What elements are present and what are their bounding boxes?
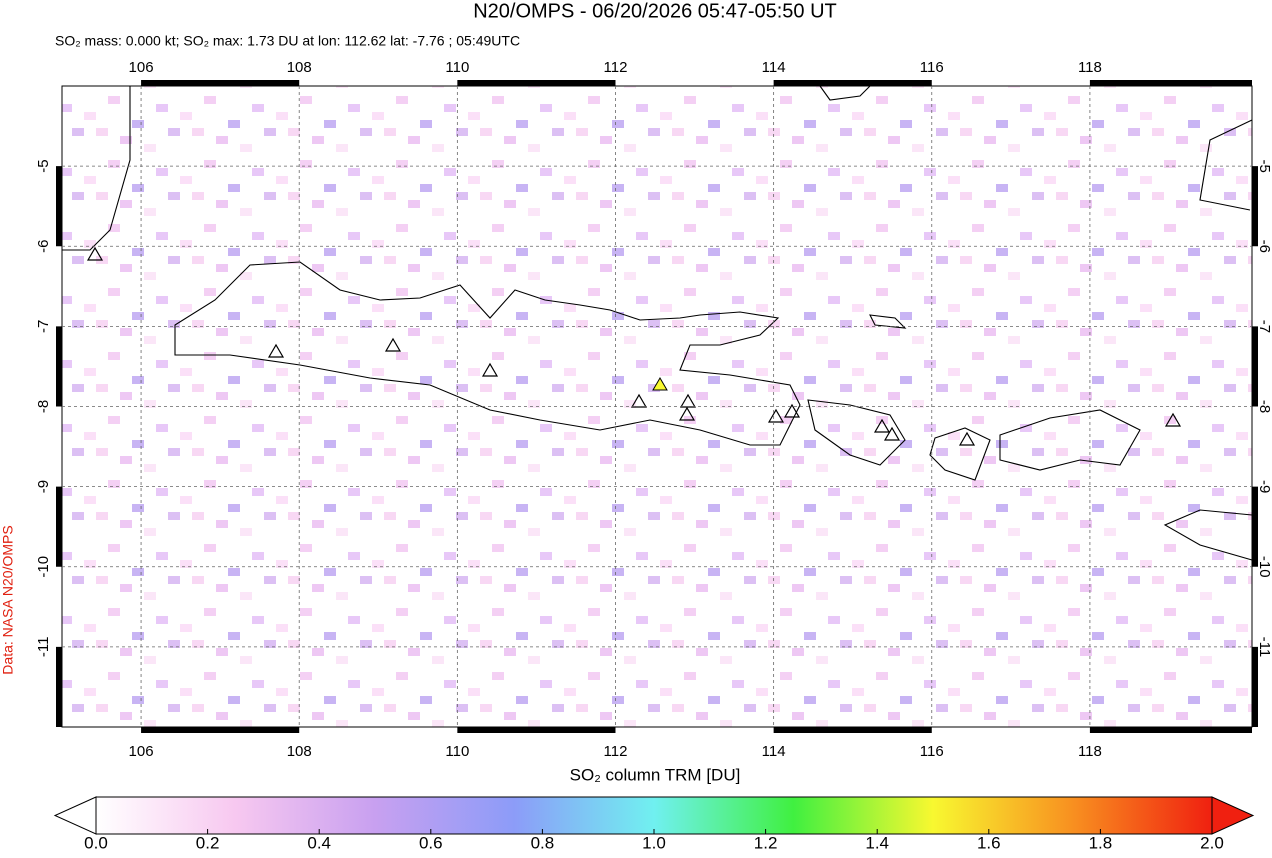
y-tick-label: -6 xyxy=(35,240,52,253)
frame-bar xyxy=(773,727,932,733)
x-tick-label: 112 xyxy=(604,743,628,760)
y-tick-label: -8 xyxy=(35,400,52,413)
y-tick-label: -10 xyxy=(1256,556,1272,578)
x-tick-label: 116 xyxy=(920,59,944,76)
coastline xyxy=(999,409,1141,471)
coastline xyxy=(1163,509,1253,561)
colorbar-tick-label: 1.6 xyxy=(977,833,1001,852)
x-tick-label: 108 xyxy=(287,59,312,76)
frame-bar xyxy=(56,326,62,407)
y-tick-label: -5 xyxy=(1256,159,1272,172)
colorbar-tick-label: 1.8 xyxy=(1089,833,1113,852)
y-tick-label: -9 xyxy=(1256,480,1272,493)
x-tick-label: 108 xyxy=(287,743,312,760)
y-tick-label: -7 xyxy=(35,320,52,333)
y-tick-label: -11 xyxy=(1256,637,1272,658)
colorbar-tick-label: 0.8 xyxy=(531,833,555,852)
coastline xyxy=(1199,119,1253,211)
volcano xyxy=(86,246,1182,446)
x-tick-label: 118 xyxy=(1078,59,1102,76)
y-tick-label: -5 xyxy=(35,159,52,172)
frame-bar xyxy=(1089,80,1252,86)
frame-bar xyxy=(1252,166,1258,247)
colorbar-label: SO₂ column TRM [DU] xyxy=(570,765,741,784)
frame-bar xyxy=(56,166,62,247)
colorbar-tick-label: 1.0 xyxy=(642,833,666,852)
colorbar-bar xyxy=(95,796,1213,835)
frame-bar xyxy=(56,486,62,567)
colorbar-tick-label: 1.4 xyxy=(865,833,889,852)
x-tick-label: 112 xyxy=(604,59,628,76)
y-tick-label: -6 xyxy=(1256,240,1272,253)
frame-bar xyxy=(1252,326,1258,407)
x-tick-label: 114 xyxy=(762,743,786,760)
x-tick-label: 106 xyxy=(129,59,154,76)
colorbar-tick-label: 0.0 xyxy=(84,833,108,852)
frame-bar xyxy=(1252,646,1258,727)
colorbar-tick-label: 1.2 xyxy=(754,833,778,852)
colorbar-tick-label: 2.0 xyxy=(1200,833,1224,852)
colorbar-tick-label: 0.6 xyxy=(419,833,443,852)
frame-bar xyxy=(1089,727,1252,733)
x-tick-label: 106 xyxy=(129,743,154,760)
coastline xyxy=(174,261,801,446)
frame-bar xyxy=(141,80,300,86)
frame-bar xyxy=(1252,486,1258,567)
frame-bar xyxy=(773,80,932,86)
x-tick-label: 110 xyxy=(445,59,469,76)
x-tick-label: 116 xyxy=(920,743,944,760)
subtitle: SO₂ mass: 0.000 kt; SO₂ max: 1.73 DU at … xyxy=(55,33,520,49)
x-tick-label: 114 xyxy=(762,59,786,76)
frame-bar xyxy=(457,80,616,86)
coastline xyxy=(819,85,871,101)
colorbar-arrow-high xyxy=(1211,796,1255,835)
frame-bar xyxy=(457,727,616,733)
colorbar-arrow-low xyxy=(53,796,97,835)
y-tick-label: -9 xyxy=(35,480,52,493)
colorbar-tick-label: 0.2 xyxy=(196,833,220,852)
colorbar: 0.0 0.2 0.4 0.6 0.8 1.0 1.2 1.4 1.6 1.8 2.0 xyxy=(53,796,1255,852)
y-tick-label: -11 xyxy=(35,637,52,658)
y-tick-label: -10 xyxy=(35,556,52,578)
y-tick-label: -7 xyxy=(1256,320,1272,333)
map-area xyxy=(61,85,1253,728)
x-tick-label: 118 xyxy=(1078,743,1102,760)
title: N20/OMPS - 06/20/2026 05:47-05:50 UT xyxy=(473,0,837,22)
coastline xyxy=(929,427,991,481)
x-tick-label: 110 xyxy=(445,743,469,760)
colorbar-tick-label: 0.4 xyxy=(307,833,331,852)
credit: Data: NASA N20/OMPS xyxy=(0,525,16,674)
frame-bar xyxy=(141,727,300,733)
max-volcano xyxy=(652,377,668,391)
frame-bar xyxy=(56,646,62,727)
y-tick-label: -8 xyxy=(1256,400,1272,413)
coastline xyxy=(869,314,907,329)
